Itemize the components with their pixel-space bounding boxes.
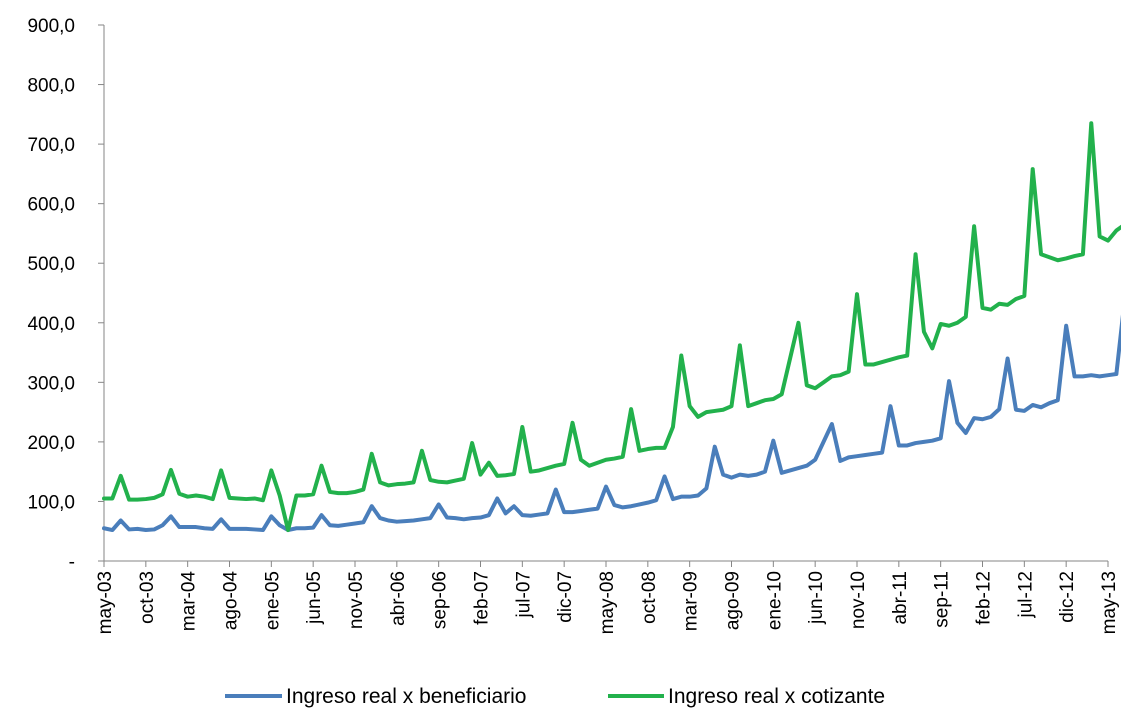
x-tick-label: abr-11 — [890, 571, 911, 625]
y-tick-label: 200,0 — [27, 433, 75, 454]
x-tick-label: nov-05 — [346, 571, 367, 629]
x-tick-label: oct-08 — [639, 571, 660, 624]
legend-label-beneficiario: Ingreso real x beneficiario — [286, 685, 526, 708]
x-tick-label: jul-07 — [513, 571, 534, 618]
x-tick-label: ene-10 — [764, 571, 785, 630]
y-tick-label: 100,0 — [27, 492, 75, 513]
axes — [103, 25, 1108, 562]
y-axis-ticks: - 100,0 200,0 300,0 400,0 500,0 600,0 700,0 800,… — [27, 16, 104, 573]
x-tick-label: nov-10 — [848, 571, 869, 629]
x-tick-label: mar-04 — [179, 571, 200, 632]
x-tick-label: dic-12 — [1057, 571, 1078, 623]
legend: Ingreso real x beneficiario Ingreso real… — [225, 685, 885, 708]
x-axis-ticks: may-03 oct-03 mar-04 ago-04 ene-05 jun-05 nov-… — [95, 561, 1120, 634]
x-tick-label: sep-11 — [932, 571, 953, 628]
series-lines — [102, 121, 1121, 533]
x-tick-label: jul-12 — [1015, 571, 1036, 618]
x-tick-label: may-13 — [1099, 571, 1120, 634]
legend-item-cotizante: Ingreso real x cotizante — [608, 685, 885, 708]
x-tick-label: may-03 — [95, 571, 116, 634]
x-tick-label: ago-04 — [221, 571, 242, 631]
x-tick-label: may-08 — [597, 571, 618, 634]
x-tick-label: dic-07 — [555, 571, 576, 623]
y-tick-label: 600,0 — [27, 195, 75, 216]
y-tick-label: 900,0 — [27, 16, 75, 37]
x-tick-label: feb-07 — [472, 571, 493, 625]
legend-item-beneficiario: Ingreso real x beneficiario — [225, 685, 526, 708]
x-tick-label: sep-06 — [430, 571, 451, 629]
x-tick-label: jun-10 — [806, 571, 827, 625]
x-tick-label: ene-05 — [262, 571, 283, 630]
x-tick-label: abr-06 — [388, 571, 409, 626]
x-tick-label: mar-09 — [681, 571, 702, 631]
x-tick-label: oct-03 — [137, 571, 158, 624]
y-tick-label: 300,0 — [27, 373, 75, 394]
x-tick-label: ago-09 — [723, 571, 744, 630]
y-tick-label: 800,0 — [27, 76, 75, 97]
series-line-cotizante — [102, 121, 1121, 533]
y-tick-label: 400,0 — [27, 314, 75, 335]
y-tick-label: 700,0 — [27, 135, 75, 156]
y-tick-label: 500,0 — [27, 254, 75, 275]
x-tick-label: feb-12 — [974, 571, 995, 625]
legend-label-cotizante: Ingreso real x cotizante — [668, 685, 885, 708]
y-tick-label: - — [69, 552, 75, 573]
x-tick-label: jun-05 — [304, 571, 325, 625]
